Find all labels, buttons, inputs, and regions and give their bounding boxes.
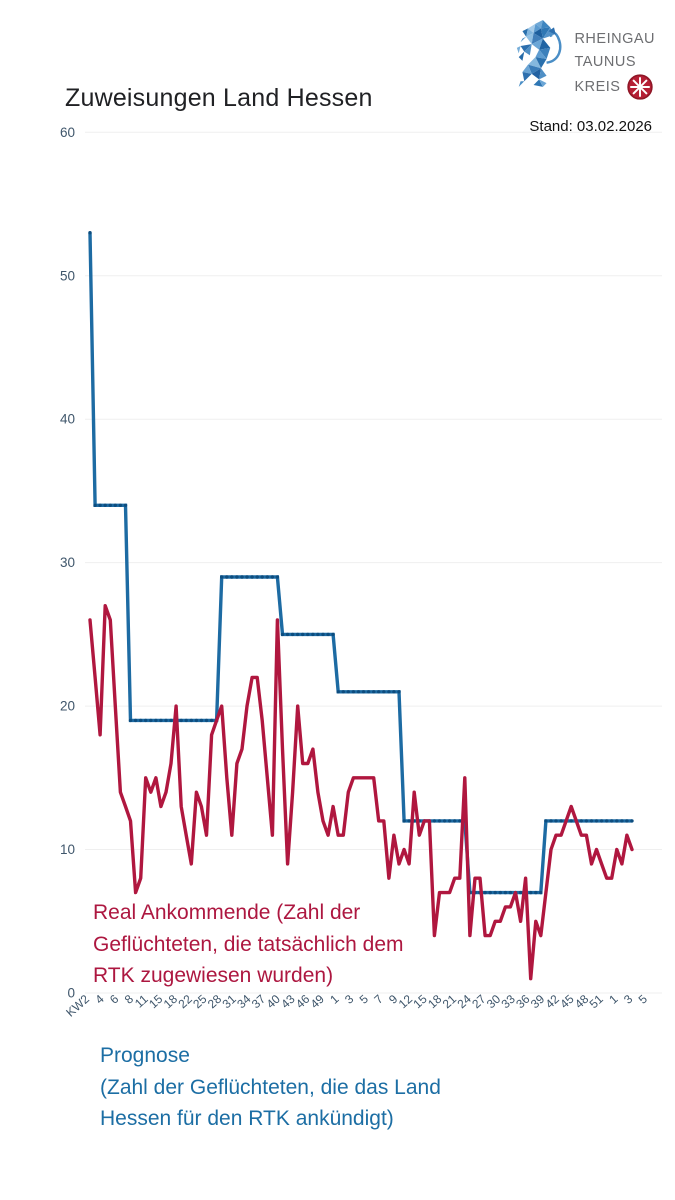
svg-text:51: 51 [587, 992, 607, 1012]
svg-text:7: 7 [371, 992, 386, 1007]
svg-text:6: 6 [107, 992, 122, 1007]
svg-text:1: 1 [327, 992, 342, 1007]
rtk-logo: RHEINGAU TAUNUS KREIS [515, 18, 655, 100]
svg-text:30: 30 [60, 555, 75, 570]
svg-text:0: 0 [67, 986, 75, 1001]
legend-real-ankommende: Real Ankommende (Zahl der Geflüchteten, … [93, 897, 404, 992]
legend-prognose: Prognose (Zahl der Geflüchteten, die das… [100, 1040, 441, 1135]
svg-text:3: 3 [342, 992, 357, 1007]
rtk-logo-line3: KREIS [574, 78, 621, 95]
legend-real-line1: Real Ankommende (Zahl der [93, 901, 361, 924]
svg-text:1: 1 [606, 992, 621, 1007]
svg-text:40: 40 [60, 412, 75, 427]
stand-date: Stand: 03.02.2026 [529, 118, 652, 135]
rtk-logo-line1: RHEINGAU [574, 31, 655, 47]
legend-prognose-line3: Hessen für den RTK ankündigt) [100, 1107, 394, 1130]
rtk-wheel-icon [627, 74, 654, 100]
svg-text:5: 5 [636, 992, 651, 1007]
svg-text:10: 10 [60, 842, 75, 857]
svg-text:3: 3 [621, 992, 636, 1007]
svg-text:50: 50 [60, 268, 75, 283]
page-title: Zuweisungen Land Hessen [65, 84, 373, 112]
rtk-logo-line2: TAUNUS [574, 54, 636, 70]
svg-text:49: 49 [308, 992, 328, 1012]
y-gridlines [85, 131, 662, 994]
legend-real-line3: RTK zugewiesen wurden) [93, 964, 334, 987]
real-ankommende-line [88, 604, 634, 981]
rtk-logo-text: RHEINGAU TAUNUS KREIS [574, 18, 655, 100]
legend-prognose-line1: Prognose [100, 1044, 190, 1067]
legend-real-line2: Geflüchteten, die tatsächlich dem [93, 932, 404, 956]
svg-text:5: 5 [357, 992, 372, 1007]
svg-text:20: 20 [60, 699, 75, 714]
svg-text:60: 60 [60, 125, 75, 140]
rtk-lion-icon [517, 20, 562, 87]
legend-prognose-line2: (Zahl der Geflüchteten, die das Land [100, 1075, 441, 1099]
y-axis-labels: 0 10 20 30 40 50 60 [60, 125, 75, 1001]
svg-text:4: 4 [92, 992, 107, 1007]
